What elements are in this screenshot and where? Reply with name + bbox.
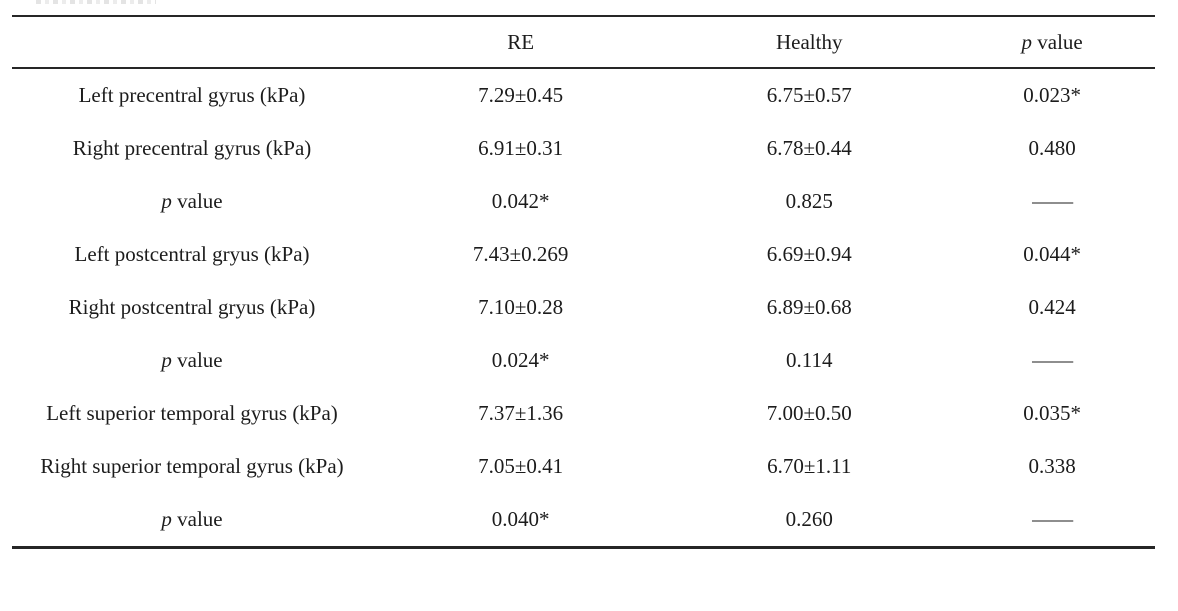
header-cell-empty [12,16,373,69]
p-value: 0.480 [1028,136,1076,160]
p-value: 0.044* [1023,242,1081,266]
row-label-pvalue: p value [12,334,372,387]
p-value: 0.424 [1028,295,1076,319]
re-value: 0.042* [491,189,550,213]
header-cell-pvalue: p value [949,16,1155,69]
re-value: 0.024* [491,348,550,372]
re-value: 7.29±0.45 [478,83,564,107]
healthy-value: 0.260 [785,507,833,531]
row-label: Right superior temporal gyrus (kPa) [40,454,344,478]
re-value: 7.43±0.269 [472,242,569,266]
p-value-dash: —— [1032,189,1073,213]
healthy-value: 6.69±0.94 [766,242,852,266]
table-row: Right precentral gyrus (kPa) 6.91±0.31 6… [12,122,1155,175]
p-value-dash: —— [1032,507,1073,531]
re-value: 0.040* [491,507,550,531]
header-cell-re: RE [372,16,670,69]
table-row: Left precentral gyrus (kPa) 7.29±0.45 6.… [12,68,1155,122]
italic-p: p [161,189,172,213]
healthy-value: 0.825 [785,189,833,213]
table-row: Right superior temporal gyrus (kPa) 7.05… [12,440,1155,493]
p-value: 0.023* [1023,83,1081,107]
row-label: Left postcentral gryus (kPa) [74,242,310,266]
re-value: 6.91±0.31 [478,136,564,160]
table-row: Left postcentral gryus (kPa) 7.43±0.269 … [12,228,1155,281]
pvalue-label-rest: value [171,348,223,372]
table-row: Right postcentral gryus (kPa) 7.10±0.28 … [12,281,1155,334]
row-label-pvalue: p value [12,175,372,228]
table-row-pvalue: p value 0.040* 0.260 —— [12,493,1155,548]
row-label: Left superior temporal gyrus (kPa) [46,401,338,425]
table-row-pvalue: p value 0.024* 0.114 —— [12,334,1155,387]
healthy-value: 6.78±0.44 [766,136,852,160]
re-value: 7.05±0.41 [478,454,564,478]
healthy-value: 6.70±1.11 [767,454,852,478]
p-value: 0.035* [1023,401,1081,425]
healthy-value: 0.114 [785,348,833,372]
healthy-value: 6.89±0.68 [766,295,852,319]
healthy-value: 6.75±0.57 [766,83,852,107]
row-label: Left precentral gyrus (kPa) [78,83,306,107]
header-pvalue-italic-p: p [1021,29,1033,54]
row-label: Right precentral gyrus (kPa) [72,136,312,160]
results-table: RE Healthy p value Left precentral gyrus… [12,15,1155,549]
p-value: 0.338 [1028,454,1076,478]
header-cell-healthy: Healthy [669,16,950,69]
p-value-dash: —— [1032,348,1073,372]
re-value: 7.10±0.28 [478,295,564,319]
table-row: Left superior temporal gyrus (kPa) 7.37±… [12,387,1155,440]
row-label: Right postcentral gryus (kPa) [68,295,316,319]
pvalue-label-rest: value [171,189,223,213]
healthy-value: 7.00±0.50 [766,401,852,425]
re-value: 7.37±1.36 [478,401,564,425]
row-label-pvalue: p value [12,493,372,548]
clipped-caption-remnant [36,0,156,4]
pvalue-label-rest: value [171,507,223,531]
table-row-pvalue: p value 0.042* 0.825 —— [12,175,1155,228]
italic-p: p [161,507,172,531]
table-header-row: RE Healthy p value [12,16,1155,69]
italic-p: p [161,348,172,372]
header-pvalue-rest: value [1032,29,1083,54]
